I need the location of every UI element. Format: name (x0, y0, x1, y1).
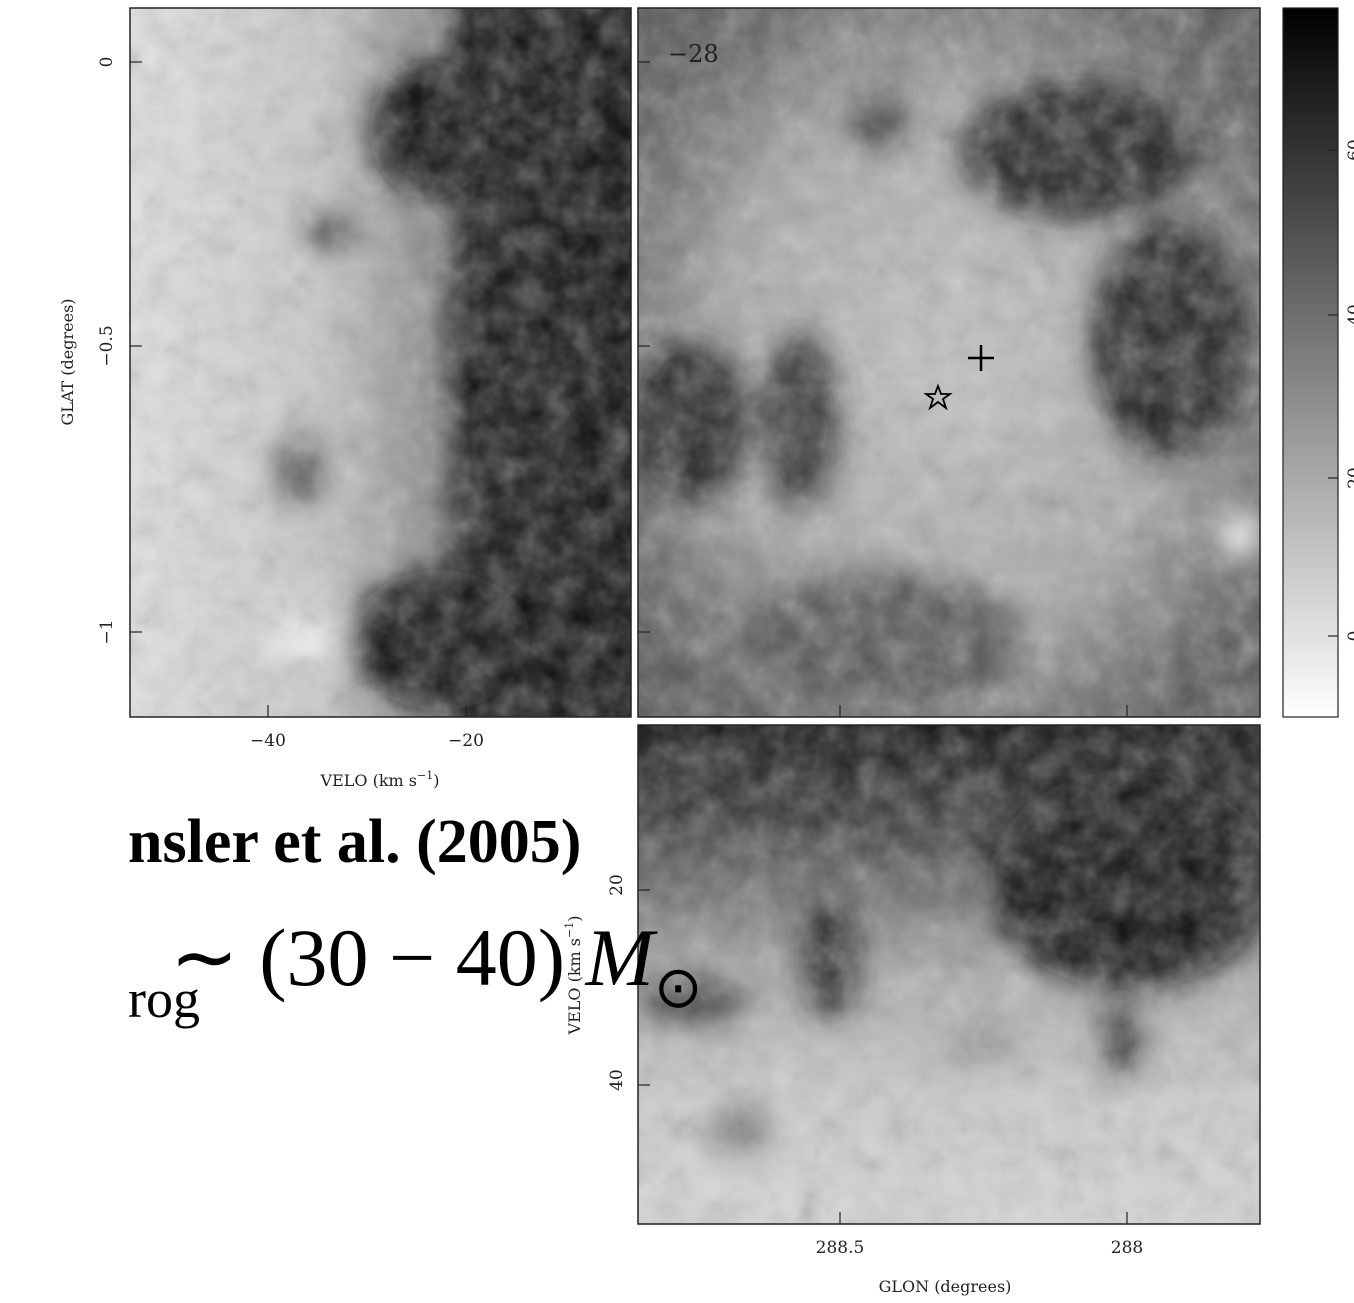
label-end: ) (433, 771, 439, 790)
y-tick-label: −1 (97, 619, 117, 644)
solar-symbol: ⊙ (654, 955, 703, 1020)
y-tick-label: 0 (97, 57, 117, 68)
x-tick-label: −40 (250, 731, 286, 751)
y-tick-label: −0.5 (97, 325, 117, 366)
x-axis-label: VELO (km s−1) (320, 769, 440, 790)
y-axis-label: GLAT (degrees) (58, 298, 77, 425)
relation-text: ∼ (30 − 40) (170, 912, 586, 1003)
label-text: VELO (km s (320, 771, 417, 790)
mass-relation: ∼ (30 − 40) M⊙ (170, 912, 703, 1020)
mass-symbol: M (585, 912, 659, 1003)
left-image (130, 8, 631, 717)
x-axis-label: GLON (degrees) (879, 1277, 1012, 1296)
colorbar (1283, 8, 1338, 717)
y-tick-label: 40 (607, 1069, 627, 1091)
reference-text: nsler et al. (2005) (128, 808, 581, 876)
colorbar-tick-label: 20 (1345, 467, 1354, 489)
x-tick-label: 288.5 (816, 1238, 865, 1258)
map-image (630, 8, 1260, 717)
velocity-annotation: −28 (668, 40, 719, 68)
colorbar-tick-label: 40 (1345, 304, 1354, 326)
label-sup: −1 (417, 769, 433, 782)
colorbar-tick-label: 0 (1345, 631, 1354, 642)
colorbar-tick-label: 60 (1345, 139, 1354, 161)
x-tick-label: −20 (448, 731, 484, 751)
figure: 0 −0.5 −1 −40 −20 GLAT (degrees) VELO (k… (0, 0, 1354, 1303)
x-tick-label: 288 (1111, 1238, 1143, 1258)
y-tick-label: 20 (607, 874, 627, 896)
pv-image (630, 725, 1270, 1224)
